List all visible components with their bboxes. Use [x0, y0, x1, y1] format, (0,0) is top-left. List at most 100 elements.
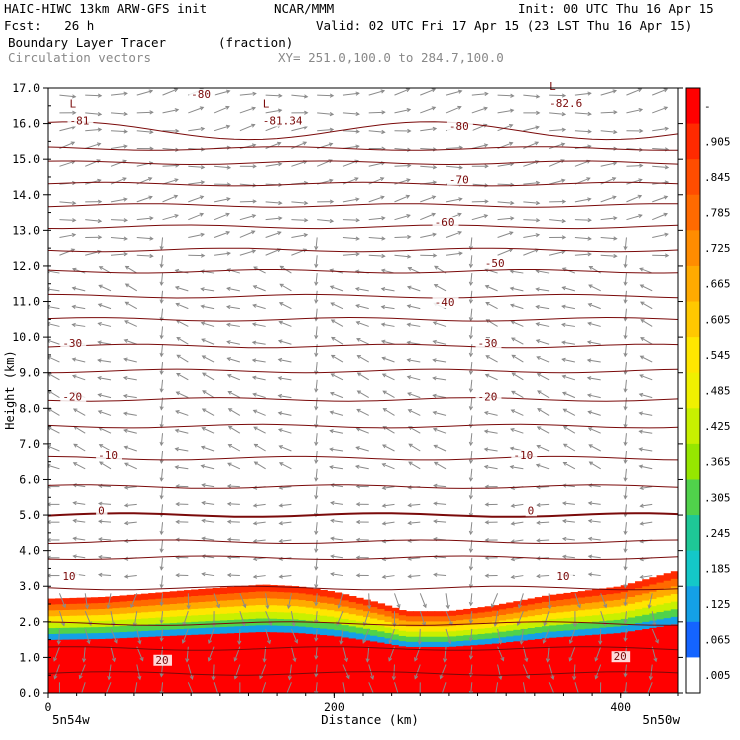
tracer-cell — [484, 644, 493, 651]
wind-vector-head — [123, 428, 128, 433]
wind-vector — [408, 267, 421, 274]
tracer-cell — [90, 609, 99, 616]
wind-vector-head — [510, 337, 516, 342]
wind-vector-head — [294, 639, 299, 644]
tracer-cell — [105, 650, 114, 658]
wind-vector — [98, 410, 112, 416]
tracer-cell — [534, 657, 543, 664]
tracer-cell — [627, 624, 636, 632]
tracer-cell — [255, 638, 264, 647]
wind-vector — [53, 646, 60, 661]
tracer-cell — [327, 667, 335, 675]
wind-vector-head — [277, 376, 283, 381]
wind-vector-head — [431, 106, 437, 111]
tracer-cell — [577, 610, 586, 618]
wind-vector — [357, 372, 369, 381]
wind-vector-head — [468, 655, 474, 660]
tracer-cell — [205, 594, 214, 603]
tracer-cell — [620, 666, 629, 674]
wind-vector — [265, 201, 282, 204]
tracer-cell — [255, 679, 264, 687]
tracer-cell — [656, 663, 665, 672]
tracer-cell — [627, 596, 636, 605]
wind-vector-head — [226, 268, 231, 273]
wind-vector — [59, 248, 75, 256]
tracer-cell — [541, 614, 550, 621]
tracer-cell — [205, 673, 214, 681]
wind-vector — [419, 593, 427, 608]
wind-vector-head — [510, 574, 515, 580]
tracer-cell — [391, 655, 400, 662]
wind-vector — [330, 411, 344, 416]
tracer-cell — [534, 645, 543, 652]
tracer-cell — [83, 597, 92, 605]
wind-vector-head — [251, 230, 256, 235]
tracer-cell — [384, 665, 393, 672]
tracer-cell — [577, 642, 586, 650]
isotherm-label-bg — [511, 450, 538, 462]
tracer-cell — [148, 624, 156, 632]
wind-vector — [227, 462, 241, 470]
tracer-cell — [635, 658, 643, 666]
wind-vector-head — [98, 284, 103, 289]
wind-vector-head — [639, 485, 644, 491]
tracer-cell — [627, 658, 636, 667]
tracer-cell — [570, 629, 579, 637]
wind-vector-head — [72, 110, 77, 115]
tracer-cell — [305, 660, 314, 668]
wind-vector — [253, 521, 266, 525]
wind-vector — [188, 181, 205, 185]
tracer-cell — [570, 636, 579, 644]
tracer-cell — [105, 626, 114, 634]
wind-vector-head — [278, 538, 283, 544]
tracer-cell — [327, 635, 335, 643]
wind-vector-head — [433, 519, 438, 524]
wind-vector — [213, 198, 230, 203]
tracer-cell — [284, 652, 293, 661]
tracer-cell — [291, 586, 300, 594]
wind-vector — [213, 213, 230, 221]
wind-vector — [253, 503, 266, 507]
wind-vector — [188, 128, 205, 132]
colorbar-swatch — [686, 301, 700, 338]
tracer-cell — [527, 616, 536, 623]
wind-vector — [419, 610, 426, 626]
wind-vector — [160, 273, 164, 286]
tracer-cell — [212, 679, 221, 688]
wind-vector — [73, 519, 86, 523]
wind-vector — [470, 628, 473, 641]
wind-vector-head — [431, 212, 437, 217]
tracer-cell — [520, 605, 529, 613]
tracer-cell — [627, 603, 636, 612]
wind-vector-head — [226, 501, 232, 507]
tracer-cell — [549, 594, 557, 602]
wind-vector — [201, 465, 215, 470]
wind-vector — [569, 628, 576, 644]
wind-vector — [136, 217, 153, 221]
tracer-cell — [506, 642, 514, 649]
wind-vector — [160, 361, 164, 375]
tracer-cell — [334, 592, 343, 600]
tracer-cell — [334, 605, 343, 612]
tracer-cell — [592, 615, 600, 623]
wind-vector-head — [536, 574, 541, 579]
tracer-cell — [298, 686, 307, 693]
tracer-cell — [506, 664, 514, 671]
wind-vector — [253, 266, 266, 274]
wind-vector-head — [355, 252, 360, 257]
tracer-cell — [291, 666, 300, 674]
tracer-cell — [305, 646, 314, 655]
wind-vector — [160, 397, 164, 410]
wind-vector-head — [328, 142, 334, 147]
wind-vector — [59, 201, 76, 204]
wind-vector-head — [356, 337, 361, 342]
wind-vector-head — [493, 622, 498, 627]
tracer-cell — [191, 589, 199, 597]
tracer-cell — [405, 611, 414, 617]
tracer-cell — [491, 654, 500, 661]
tracer-cell — [613, 613, 622, 621]
wind-vector — [497, 664, 502, 680]
wind-vector — [162, 88, 178, 96]
cross-section-endpoints: XY= 251.0,100.0 to 284.7,100.0 — [278, 50, 504, 65]
wind-vector-head — [48, 463, 51, 468]
